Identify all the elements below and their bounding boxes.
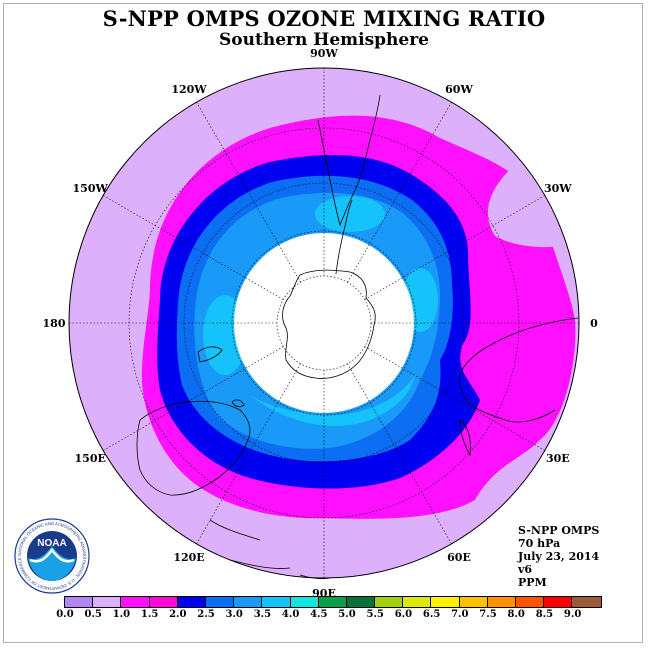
colorbar-tick-label: 8.5 [535, 609, 554, 620]
latitude-circle-3 [183, 182, 465, 464]
info-date: July 23, 2014 [518, 550, 600, 563]
map-title: S-NPP OMPS OZONE MIXING RATIO [102, 6, 546, 31]
colorbar-tick-label: 1.0 [112, 609, 131, 620]
tasmania-coastline [231, 399, 245, 408]
colorbar-tick-label: 3.5 [253, 609, 272, 620]
colorbar-tick-label: 3.0 [225, 609, 243, 620]
info-units: PPM [518, 576, 547, 589]
africa-coastline [459, 317, 579, 423]
south-america-coastline [317, 94, 381, 227]
info-instrument: S-NPP OMPS [518, 524, 600, 537]
info-version: v6 [518, 563, 533, 576]
longitude-label: 30W [544, 182, 572, 195]
colorbar-tick-label: 2.0 [169, 609, 187, 620]
colorbar-swatch [149, 597, 178, 607]
colorbar-ticks: 0.0 0.5 1.0 1.5 2.0 2.5 3.0 3.5 4.0 4.5 5.0 5.5 6.0 6… [52, 609, 612, 623]
colorbar-tick-label: 7.5 [479, 609, 497, 620]
colorbar-tick-label: 7.0 [451, 609, 469, 620]
australia-coastline [136, 400, 251, 496]
colorbar-tick-label: 0.5 [84, 609, 102, 620]
longitude-label: 120E [173, 551, 204, 564]
longitude-label: 0 [590, 317, 598, 330]
longitude-label: 180 [43, 317, 66, 330]
longitude-label: 120W [171, 83, 207, 96]
colorbar-swatch [205, 597, 235, 607]
longitude-label: 30E [546, 452, 570, 465]
colorbar-swatch [487, 597, 516, 607]
colorbar-tick-label: 9.0 [563, 609, 582, 620]
longitude-label: 150W [73, 182, 109, 195]
colorbar-swatch [572, 597, 601, 607]
madagascar-coastline [459, 419, 471, 457]
colorbar-swatch [93, 597, 122, 607]
new-zealand-coastline [197, 346, 223, 363]
colorbar-swatch [346, 597, 376, 607]
logo-gull-wave [28, 546, 76, 581]
map-disc-outline [68, 67, 580, 579]
antarctic-peninsula-coastline [335, 199, 353, 275]
colorbar-swatch [290, 597, 319, 607]
colorbar-tick-label: 5.0 [338, 609, 356, 620]
ozone-field [69, 68, 579, 578]
colorbar-tick-label: 6.5 [422, 609, 441, 620]
colorbar-swatch [544, 597, 573, 607]
colorbar-swatch [403, 597, 432, 607]
colorbar-tick-label: 5.5 [366, 609, 384, 620]
colorbar-swatch [65, 597, 94, 607]
colorbar-swatch [459, 597, 488, 607]
ozone-patch-3.0-3.5-a [315, 196, 385, 232]
colorbar-swatch [375, 597, 404, 607]
info-level: 70 hPa [518, 537, 561, 550]
ozone-band-1.0-1.5-east [488, 160, 579, 247]
longitude-label: 90W [310, 47, 338, 60]
logo-bird-icon [29, 547, 75, 563]
longitude-label: 150E [75, 452, 106, 465]
colorbar [64, 596, 602, 608]
longitude-label: 60W [445, 83, 473, 96]
colorbar-tick-label: 6.0 [394, 609, 413, 620]
colorbar-swatch [262, 597, 291, 607]
ozone-patch-3.0-3.5-c [250, 375, 415, 426]
latitude-circle-2 [231, 230, 417, 416]
info-block: S-NPP OMPS 70 hPa July 23, 2014 v6 PPM [518, 524, 599, 589]
colorbar-swatch [431, 597, 460, 607]
colorbar-tick-label: 4.0 [281, 609, 300, 620]
colorbar-tick-label: 2.5 [197, 609, 215, 620]
colorbar-swatch [516, 597, 545, 607]
antarctica-coastline [282, 269, 376, 379]
colorbar-tick-label: 8.0 [507, 609, 525, 620]
polar-night-cap [234, 233, 414, 413]
colorbar-swatch [318, 597, 347, 607]
colorbar-tick-label: 1.5 [140, 609, 159, 620]
figure-frame [3, 3, 643, 643]
colorbar-swatch [121, 597, 150, 607]
noaa-logo: NATIONAL OCEANIC AND ATMOSPHERIC ADMINIS… [14, 518, 90, 594]
map-subtitle: Southern Hemisphere [219, 30, 429, 50]
colorbar-swatch [234, 597, 263, 607]
graticule [69, 68, 579, 578]
colorbar-swatch [177, 597, 206, 607]
colorbar-tick-label: 4.5 [310, 609, 328, 620]
longitude-label: 60E [447, 551, 471, 564]
colorbar-tick-label: 0.0 [56, 609, 74, 620]
logo-text: NOAA [37, 538, 66, 549]
